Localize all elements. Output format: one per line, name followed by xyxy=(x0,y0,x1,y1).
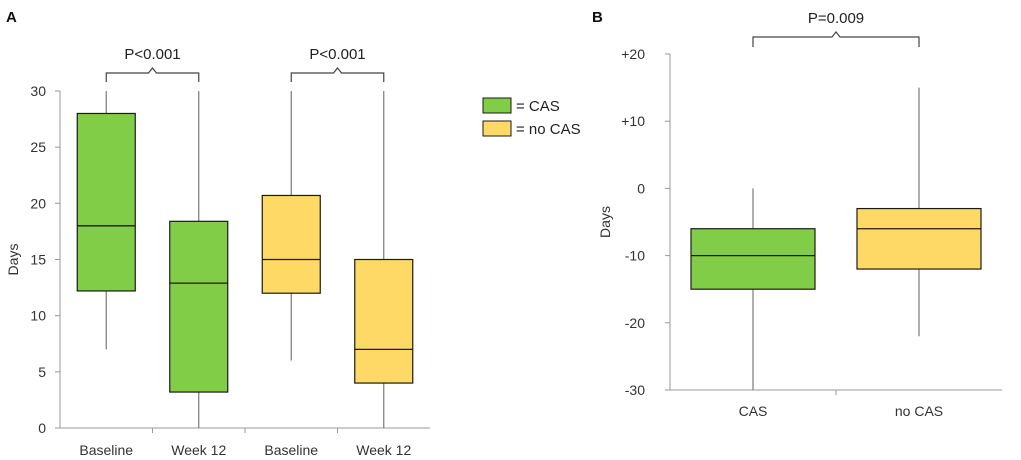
legend-swatch-cas xyxy=(482,97,512,114)
x-tick-label: no CAS xyxy=(895,403,943,419)
legend-swatch-no-cas xyxy=(482,120,512,137)
legend-label: = CAS xyxy=(516,98,560,115)
box-cas-cas xyxy=(690,228,816,290)
box-no-cas-week-12 xyxy=(354,258,414,384)
y-tick-label: +20 xyxy=(621,46,645,62)
x-tick-label: Baseline xyxy=(79,442,133,458)
y-tick-label: -10 xyxy=(625,248,645,264)
significance-bracket xyxy=(752,31,920,47)
y-axis-title: Days xyxy=(597,206,613,238)
y-tick-label: 0 xyxy=(38,420,46,436)
y-tick-label: +10 xyxy=(621,113,645,129)
panel-label-a: A xyxy=(6,9,17,26)
p-value-label: P<0.001 xyxy=(124,46,180,63)
x-tick-label: Week 12 xyxy=(171,442,226,458)
significance-bracket xyxy=(290,67,385,82)
x-tick-label: Baseline xyxy=(264,442,318,458)
y-axis-title: Days xyxy=(5,244,21,276)
y-tick-label: 0 xyxy=(637,180,645,196)
x-tick-label: CAS xyxy=(739,403,768,419)
significance-bracket xyxy=(105,67,200,82)
y-tick-label: -30 xyxy=(625,382,645,398)
box-no-cas-baseline xyxy=(261,194,321,294)
p-value-label: P<0.001 xyxy=(309,46,365,63)
p-value-label: P=0.009 xyxy=(808,10,864,27)
x-tick-label: Week 12 xyxy=(356,442,411,458)
panel-label-b: B xyxy=(592,9,603,26)
y-tick-label: 5 xyxy=(38,364,46,380)
y-tick-label: 30 xyxy=(30,83,46,99)
y-tick-label: 15 xyxy=(30,252,46,268)
box-cas-baseline xyxy=(76,112,136,292)
box-cas-week-12 xyxy=(169,220,229,393)
y-tick-label: 25 xyxy=(30,139,46,155)
legend-label: = no CAS xyxy=(516,121,581,138)
y-tick-label: 20 xyxy=(30,195,46,211)
y-tick-label: -20 xyxy=(625,315,645,331)
box-no-cas-no-cas xyxy=(856,207,982,270)
y-tick-label: 10 xyxy=(30,308,46,324)
